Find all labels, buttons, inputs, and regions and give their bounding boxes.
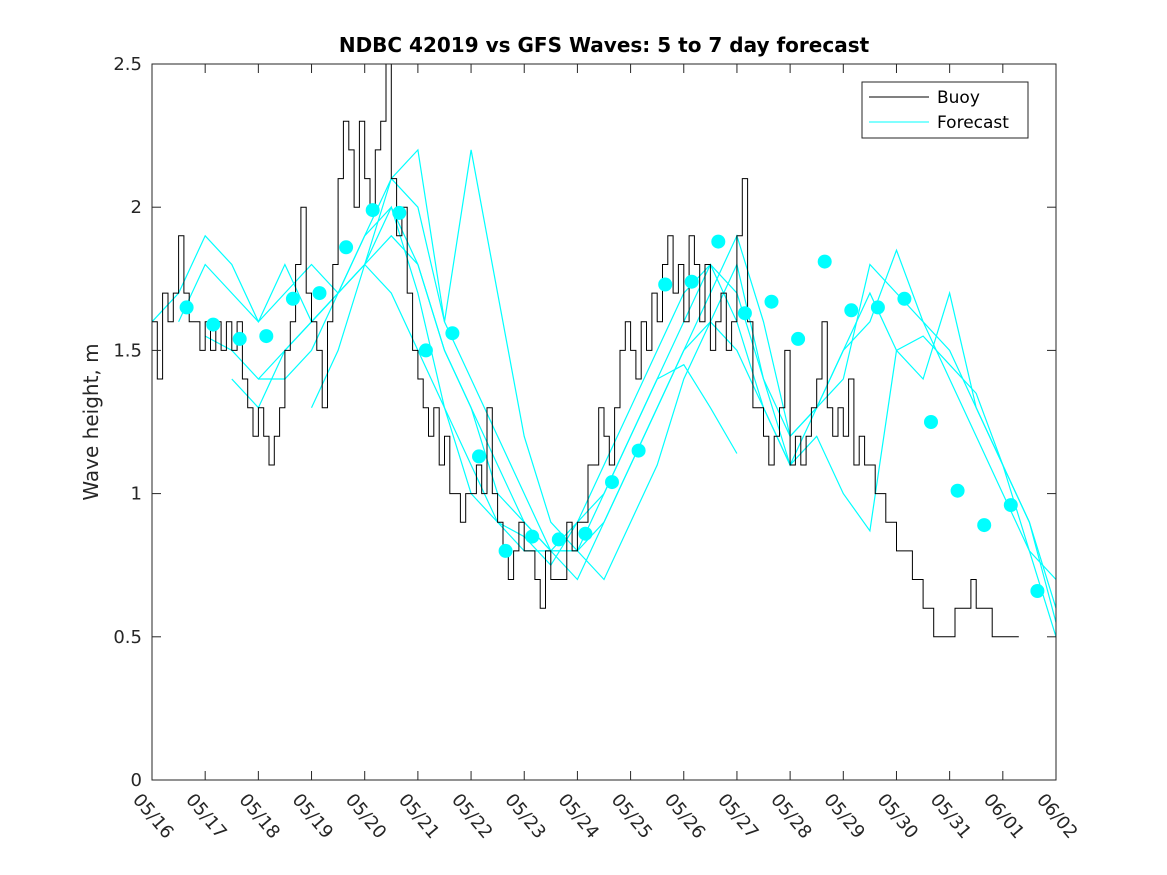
forecast-point [1030,584,1045,598]
forecast-point [312,286,327,301]
y-axis-label: Wave height, m [79,343,103,500]
forecast-point [285,291,300,306]
forecast-point [232,331,247,346]
forecast-point [711,234,726,249]
forecast-point [206,317,221,332]
legend: Buoy Forecast [861,81,1029,139]
y-axis: 0 0.5 1 1.5 2 2.5 [113,54,1056,791]
buoy-line [152,64,1019,638]
forecast-point [445,326,460,341]
forecast-point [924,415,938,429]
forecast-point [472,449,486,464]
y-tick-label: 2.5 [113,54,142,75]
chart-title: NDBC 42019 vs GFS Waves: 5 to 7 day fore… [339,33,870,57]
forecast-point [684,274,699,289]
forecast-point [525,529,540,544]
forecast-point [897,291,912,306]
forecast-point [764,294,779,309]
forecast-point [551,532,566,547]
forecast-point [658,277,673,292]
forecast-point [498,543,513,558]
forecast-point [605,475,619,490]
forecast-point [339,240,354,255]
y-tick-label: 0 [131,770,142,791]
forecast-point [179,300,194,315]
y-tick-label: 1 [131,484,142,505]
forecast-point [791,331,806,346]
forecast-point [737,306,752,321]
axes-box [151,63,1057,781]
forecast-run-line [231,149,1056,637]
series-layer [152,64,1056,638]
legend-box [861,81,1029,139]
forecast-point [631,443,646,458]
forecast-point [578,526,593,541]
forecast-point [392,205,407,220]
legend-buoy-label: Buoy [937,88,980,108]
forecast-point [259,329,274,344]
forecast-run-line [258,206,1056,623]
forecast-point [365,203,380,218]
legend-forecast-label: Forecast [937,113,1009,133]
forecast-point [977,518,992,533]
forecast-point [418,343,433,358]
forecast-point [870,300,885,315]
forecast-point [1003,498,1018,513]
plot-area [152,64,1056,638]
y-tick-label: 1.5 [113,340,142,361]
forecast-point [817,254,832,269]
y-tick-label: 0.5 [113,627,142,648]
y-tick-label: 2 [131,197,142,218]
forecast-point [844,303,859,318]
forecast-point [950,483,965,498]
